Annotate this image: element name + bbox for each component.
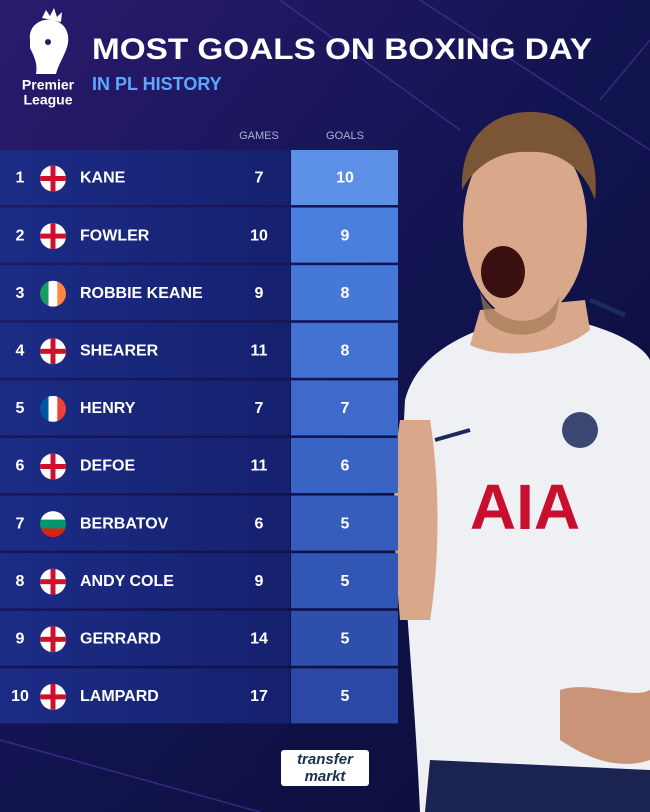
rank: 9 xyxy=(16,631,25,648)
goals-cell xyxy=(291,495,398,551)
logo-text: League xyxy=(23,92,72,108)
games: 11 xyxy=(251,458,268,475)
shirt-sponsor: AIA xyxy=(470,471,580,543)
player-name: KANE xyxy=(80,170,126,187)
games: 6 xyxy=(255,515,264,532)
rank: 1 xyxy=(16,170,25,187)
league-logo: Premier League xyxy=(22,8,75,108)
goals-cell xyxy=(291,150,398,205)
goals: 5 xyxy=(341,688,350,705)
brand-text: markt xyxy=(305,768,347,785)
goals: 8 xyxy=(341,285,350,302)
games: 7 xyxy=(255,170,264,187)
rank: 4 xyxy=(16,343,25,360)
flag xyxy=(40,223,66,249)
column-header: GAMES xyxy=(239,130,279,142)
goals: 6 xyxy=(341,458,350,475)
flag xyxy=(40,454,66,480)
goals: 8 xyxy=(341,343,350,360)
goals-cell xyxy=(291,322,398,378)
goals: 5 xyxy=(341,631,350,648)
goals-cell xyxy=(291,265,398,321)
player-name: LAMPARD xyxy=(80,688,159,705)
games: 11 xyxy=(251,343,268,360)
player-name: ANDY COLE xyxy=(80,573,174,590)
rank: 10 xyxy=(11,688,29,705)
games: 14 xyxy=(250,631,268,648)
flag xyxy=(40,626,66,652)
goals-cell xyxy=(291,438,398,493)
games: 9 xyxy=(255,573,264,590)
games: 9 xyxy=(255,285,264,302)
player-name: DEFOE xyxy=(80,458,135,475)
goals-cell xyxy=(291,380,398,436)
goals-cell xyxy=(291,668,398,724)
goals: 7 xyxy=(341,400,350,417)
player-name: BERBATOV xyxy=(80,515,169,532)
flag xyxy=(40,569,66,595)
flag xyxy=(40,166,66,192)
table: 1 KANE 7 10 2 FOWLER 10 9 3 ROBBIE KEANE 9 8 4 SHEARE… xyxy=(0,150,398,724)
rank: 5 xyxy=(16,400,25,417)
player-name: GERRARD xyxy=(80,631,161,648)
goals-cell xyxy=(291,553,398,609)
player-name: HENRY xyxy=(80,400,136,417)
rank: 2 xyxy=(16,227,25,244)
player-photo: AIA xyxy=(394,111,650,812)
rank: 3 xyxy=(16,285,25,302)
goals-cell xyxy=(291,610,398,666)
goals: 5 xyxy=(341,573,350,590)
brand-text: transfer xyxy=(297,751,354,768)
player-name: ROBBIE KEANE xyxy=(80,285,203,302)
rank: 8 xyxy=(16,573,25,590)
goals: 5 xyxy=(341,515,350,532)
flag xyxy=(40,338,66,364)
flag xyxy=(40,684,66,710)
player-name: SHEARER xyxy=(80,343,159,360)
title: MOST GOALS ON BOXING DAY xyxy=(92,33,592,66)
logo-text: Premier xyxy=(22,77,75,93)
player-name: FOWLER xyxy=(80,227,150,244)
games: 10 xyxy=(250,227,268,244)
goals: 10 xyxy=(336,170,354,187)
footer-logo: transfer markt xyxy=(281,750,369,786)
rank: 6 xyxy=(16,458,25,475)
subtitle: IN PL HISTORY xyxy=(92,74,222,94)
rank: 7 xyxy=(16,515,25,532)
games: 17 xyxy=(250,688,268,705)
column-header: GOALS xyxy=(326,130,364,142)
games: 7 xyxy=(255,400,264,417)
goals: 9 xyxy=(341,227,350,244)
goals-cell xyxy=(291,207,398,263)
